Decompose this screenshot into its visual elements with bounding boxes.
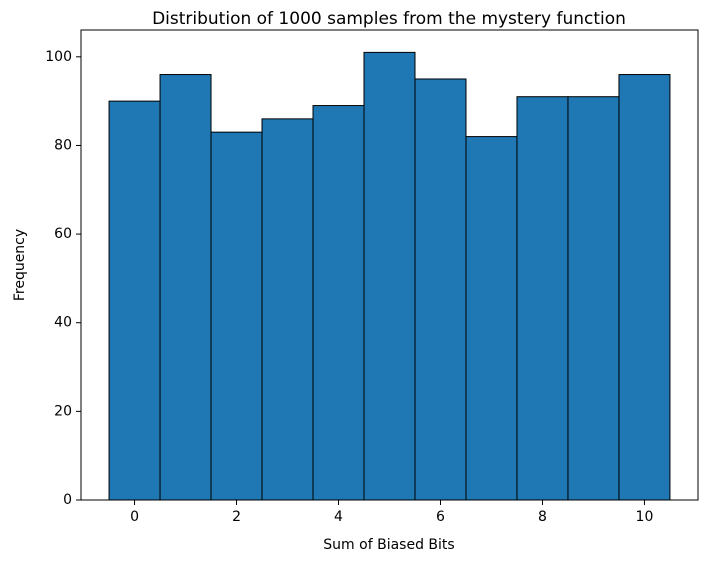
bar (312, 105, 365, 501)
y-tick-label: 80 (54, 137, 72, 153)
bar (363, 51, 416, 501)
bar (210, 131, 263, 501)
x-tick-label: 2 (232, 509, 241, 525)
bar (159, 74, 212, 501)
bar (618, 74, 671, 501)
y-tick-label: 60 (54, 226, 72, 242)
plot-frame (80, 29, 699, 501)
y-tick-label: 100 (45, 49, 72, 65)
bar (516, 96, 569, 501)
bar (465, 136, 518, 501)
bar (261, 118, 314, 501)
x-tick-label: 10 (636, 509, 654, 525)
x-axis-label: Sum of Biased Bits (323, 537, 454, 553)
y-tick-label: 0 (63, 492, 72, 508)
bar (108, 100, 161, 501)
y-tick-label: 20 (54, 403, 72, 419)
bar (414, 78, 467, 501)
x-tick-label: 4 (334, 509, 343, 525)
bar (567, 96, 620, 501)
chart-title: Distribution of 1000 samples from the my… (152, 9, 626, 29)
y-tick-label: 40 (54, 315, 72, 331)
y-axis-label: Frequency (12, 229, 28, 301)
x-tick-label: 8 (538, 509, 547, 525)
x-tick-label: 6 (436, 509, 445, 525)
x-tick-label: 0 (130, 509, 139, 525)
